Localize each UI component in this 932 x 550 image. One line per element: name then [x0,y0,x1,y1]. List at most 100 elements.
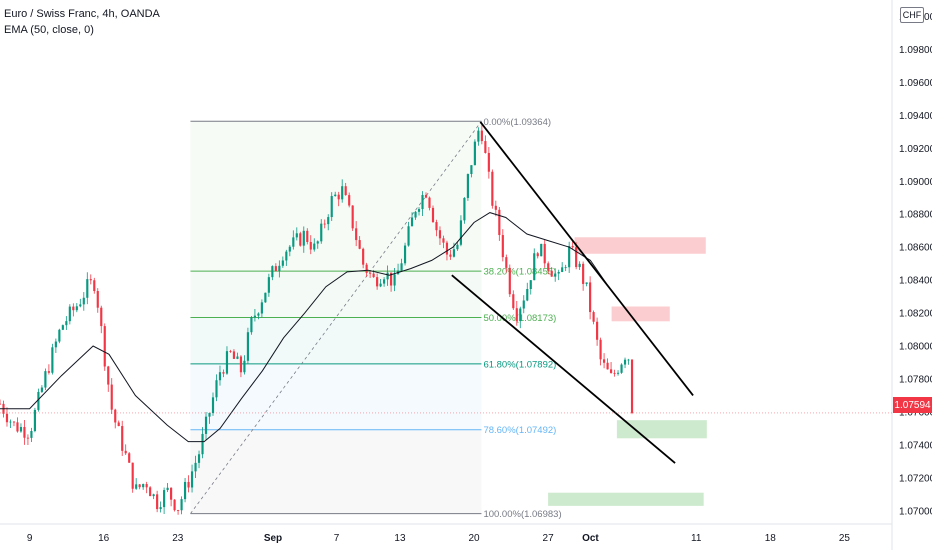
candle-body [54,341,57,348]
candle-body [239,356,243,373]
fibonacci-retracement: 0.00%(1.09364)38.20%(1.08455)50.00%(1.08… [190,117,562,520]
candle-body [512,294,515,309]
candle-body [351,205,354,229]
candle-body [589,282,592,313]
candle-body [65,321,68,326]
candle-body [257,313,260,316]
candle-body [208,413,211,417]
ema-line [0,212,607,443]
candle-body [61,325,64,330]
candle-body [44,371,47,388]
candle-body [410,217,414,227]
candle-body [337,194,340,200]
candle-body [407,226,410,246]
x-tick-label: 16 [98,533,110,544]
candle-body [341,186,344,200]
chart-title: Euro / Swiss Franc, 4h, OANDA [4,8,160,20]
y-tick-label: 1.08200 [899,309,932,320]
candle-body [79,304,82,307]
candle-body [466,174,469,198]
supply-zone [574,237,706,254]
candle-body [288,246,291,252]
candle-body [218,372,222,381]
candle-body [177,510,180,511]
candle-body [16,422,19,432]
currency-button[interactable]: CHF [900,7,924,23]
candle-body [96,291,99,308]
x-tick-label: 9 [27,533,33,544]
candle-body [571,246,574,248]
y-tick-label: 1.08800 [899,210,932,221]
y-tick-label: 1.08600 [899,243,932,254]
candle-body [229,351,232,352]
candle-body [295,233,298,238]
candle-body [376,277,379,287]
candle-body [431,207,435,223]
candle-body [390,272,393,286]
candle-body [578,263,581,268]
candle-body [135,484,138,489]
candle-body [316,241,319,244]
candle-body [281,260,284,266]
x-tick-label: Oct [582,533,599,544]
candle-body [264,292,267,303]
candle-body [163,490,166,508]
fib-band [190,271,482,318]
candle-body [0,403,2,405]
candle-body [536,253,539,257]
candle-body [292,237,295,247]
candle-body [435,222,438,231]
candle-body [82,297,85,305]
candle-body [274,266,277,272]
candle-body [533,253,536,281]
candle-body [9,421,12,423]
candle-body [445,242,449,255]
candle-body [442,238,445,243]
fib-band [190,429,482,514]
candle-body [582,263,585,284]
candle-body [473,141,476,166]
candle-body [232,351,236,359]
candle-body [58,329,61,342]
x-tick-label: 20 [468,533,480,544]
candle-body [630,359,634,413]
x-tick-label: 27 [543,533,555,544]
candle-body [173,499,176,511]
candle-body [568,246,571,268]
candle-body [215,380,218,398]
candle-body [278,265,281,272]
candle-body [522,300,525,309]
fib-band [190,121,482,272]
x-tick-label: 23 [172,533,184,544]
candle-body [30,431,33,438]
candle-body [358,240,361,249]
x-tick-label: 18 [765,533,777,544]
candle-body [204,416,208,434]
candle-body [323,223,326,225]
candle-body [344,186,347,196]
candle-body [187,481,190,488]
candle-body [480,130,483,142]
candle-body [89,279,92,281]
candle-body [484,141,487,153]
supply-zone [611,306,670,322]
candle-body [75,306,78,311]
y-tick-label: 1.09400 [899,111,932,122]
candle-body [197,454,201,463]
candle-body [110,384,113,410]
trendline [479,121,694,397]
candle-body [302,230,305,246]
ema-layer [0,212,607,443]
candle-body [138,484,141,488]
candle-body [128,453,131,463]
candle-body [557,271,560,274]
candle-body [145,484,148,488]
candle-body [519,308,522,322]
demand-zone [616,420,707,439]
candle-body [372,273,375,278]
candle-body [470,165,473,175]
candle-body [313,243,316,250]
candle-body [491,171,494,206]
candle-body [159,507,162,510]
